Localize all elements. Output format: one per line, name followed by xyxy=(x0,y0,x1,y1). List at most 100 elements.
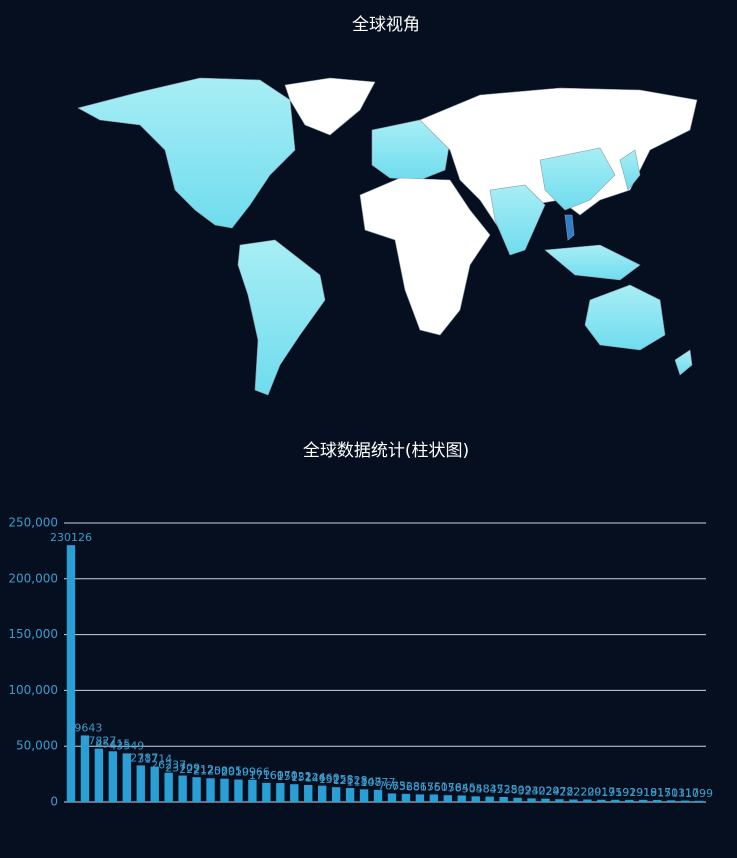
value-label: 2209 xyxy=(573,786,601,799)
value-label: 14660 xyxy=(305,772,340,785)
value-label: 12528 xyxy=(333,774,368,787)
bar xyxy=(262,782,271,802)
bar xyxy=(164,772,173,802)
bar xyxy=(652,799,662,802)
value-label: 15224 xyxy=(291,771,326,784)
value-label: 21250 xyxy=(193,764,228,777)
bar xyxy=(499,796,508,802)
bar xyxy=(192,777,201,802)
bar xyxy=(80,735,90,802)
bar xyxy=(108,751,118,802)
bar xyxy=(401,793,411,802)
bar xyxy=(318,785,327,802)
bar xyxy=(666,800,676,802)
value-label: 6815 xyxy=(406,780,434,793)
y-tick-label: 150,000 xyxy=(8,627,58,641)
bar xyxy=(569,799,578,802)
bar xyxy=(443,795,452,802)
value-label: 15922 xyxy=(277,770,312,783)
value-label: 3242 xyxy=(518,784,546,797)
value-label: 26237 xyxy=(151,759,186,772)
value-label: 1929 xyxy=(615,786,643,799)
bar xyxy=(220,778,229,802)
y-tick-label: 100,000 xyxy=(8,683,58,697)
y-tick-label: 0 xyxy=(50,795,58,809)
bar xyxy=(583,799,592,802)
value-label: 3809 xyxy=(504,784,532,797)
bar xyxy=(234,779,243,802)
value-label: 1099 xyxy=(685,787,713,800)
value-label: 20109 xyxy=(221,766,256,779)
value-label: 6076 xyxy=(434,781,462,794)
value-label: 3029 xyxy=(532,785,560,798)
value-label: 230126 xyxy=(50,531,92,544)
bar xyxy=(345,788,355,802)
bar xyxy=(178,775,187,802)
y-tick-label: 200,000 xyxy=(8,571,58,585)
value-label: 1501 xyxy=(657,786,685,799)
value-label: 7328 xyxy=(392,780,420,793)
value-label: 1817 xyxy=(643,786,671,799)
value-label: 6751 xyxy=(420,780,448,793)
value-label: 47827 xyxy=(81,735,116,748)
bar xyxy=(248,779,257,802)
bar xyxy=(206,778,215,802)
bar xyxy=(485,796,494,802)
bar xyxy=(457,795,466,802)
bar xyxy=(527,798,536,802)
bar xyxy=(387,793,397,802)
bar xyxy=(415,794,425,802)
value-label: 23709 xyxy=(165,762,200,775)
value-label: 5845 xyxy=(448,781,476,794)
value-label: 31714 xyxy=(137,753,172,766)
bar xyxy=(625,799,634,802)
bar xyxy=(276,783,285,802)
bar xyxy=(66,545,76,802)
map-title: 全球视角 xyxy=(352,15,420,35)
value-label: 16970 xyxy=(263,769,298,782)
y-tick-label: 50,000 xyxy=(16,739,58,753)
world-map xyxy=(77,77,698,396)
chart-title: 全球数据统计(柱状图) xyxy=(303,441,469,461)
bar xyxy=(331,787,341,802)
bar xyxy=(122,753,131,802)
value-label: 4837 xyxy=(476,783,504,796)
y-tick-label: 250,000 xyxy=(8,516,58,530)
value-label: 2478 xyxy=(545,785,573,798)
value-label: 7665 xyxy=(378,779,406,792)
bar xyxy=(541,798,550,802)
value-label: 20895 xyxy=(207,765,242,778)
value-label: 22212 xyxy=(179,763,214,776)
bar xyxy=(94,748,104,802)
value-label: 4525 xyxy=(490,783,518,796)
value-label: 1317 xyxy=(671,787,699,800)
value-label: 10877 xyxy=(361,776,396,789)
value-label: 13258 xyxy=(319,773,354,786)
value-label: 19966 xyxy=(235,766,270,779)
bar xyxy=(513,797,522,802)
value-label: 5058 xyxy=(462,782,490,795)
bar xyxy=(555,799,564,802)
bar xyxy=(597,799,606,802)
bar xyxy=(359,789,369,802)
bar-chart: 0 50,000 100,000 150,000 200,000 250,00023012… xyxy=(8,516,713,809)
bar xyxy=(150,766,159,802)
bar xyxy=(680,800,690,802)
value-label: 43549 xyxy=(109,739,144,752)
bar xyxy=(429,794,439,802)
bar xyxy=(611,799,620,802)
value-label: 1919 xyxy=(629,786,657,799)
value-label: 2017 xyxy=(587,786,615,799)
value-label: 45415 xyxy=(95,737,130,750)
bar xyxy=(304,785,313,802)
value-label: 1959 xyxy=(601,786,629,799)
value-label: 17160 xyxy=(249,769,284,782)
value-label: 59643 xyxy=(67,721,102,734)
value-label: 2222 xyxy=(559,786,587,799)
bar xyxy=(136,765,145,802)
value-label: 32787 xyxy=(123,751,158,764)
bar xyxy=(471,796,480,802)
value-label: 11347 xyxy=(347,775,382,788)
bar xyxy=(373,789,383,802)
